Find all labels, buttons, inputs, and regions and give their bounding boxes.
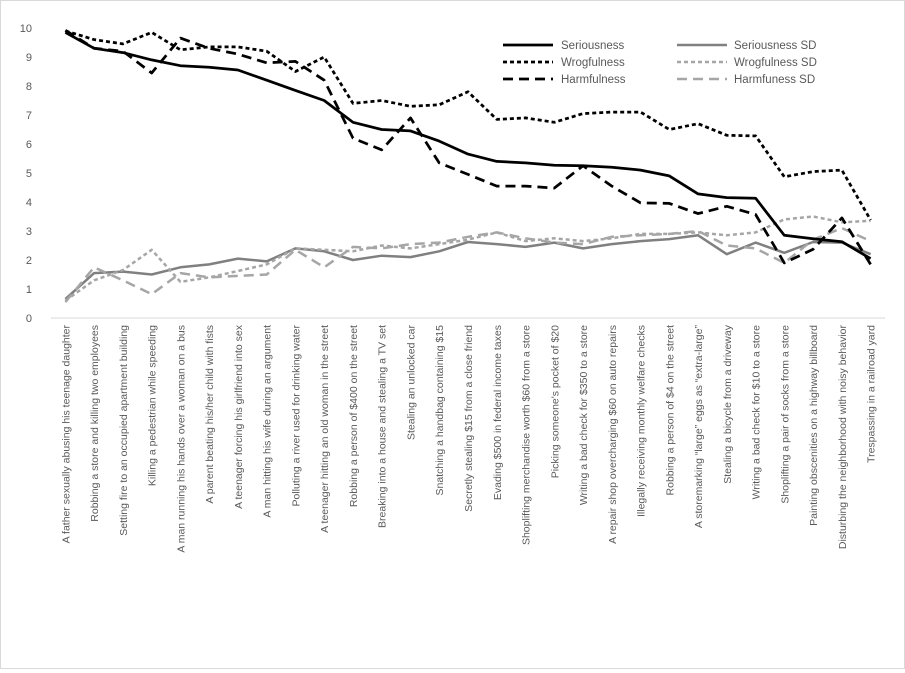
x-tick-label: Polluting a river used for drinking wate… xyxy=(290,325,302,507)
y-tick-label: 9 xyxy=(26,52,32,64)
x-tick-label: Robbing a store and killing two employee… xyxy=(89,325,101,522)
series-line-wrogfulness-sd xyxy=(64,215,871,302)
x-tick-label: Snatching a handbag containing $15 xyxy=(434,325,446,496)
x-tick-label: Writing a bad check for $10 to a store xyxy=(751,325,763,499)
y-tick-label: 8 xyxy=(26,81,32,93)
x-tick-label: Shoplifting a pair of socks from a store xyxy=(779,325,791,504)
x-tick-label: A teenager forcing his girlfriend into s… xyxy=(233,324,245,509)
x-tick-label: Disturbing the neighborhood with noisy b… xyxy=(837,324,849,549)
series-lines xyxy=(64,29,872,303)
y-tick-label: 5 xyxy=(26,168,32,180)
x-tick-label: A man hitting his wife during an argumen… xyxy=(262,325,274,518)
x-tick-label: Robbing a person of $400 on the street xyxy=(348,325,360,507)
y-tick-label: 4 xyxy=(26,197,32,209)
y-tick-label: 1 xyxy=(26,284,32,296)
x-tick-label: A man running his hands over a woman on … xyxy=(175,325,187,553)
legend-label: Harmfulness xyxy=(561,74,626,86)
legend-label: Wrogfulness xyxy=(561,57,625,69)
series-line-wrogfulness xyxy=(65,29,872,221)
series-line-harmfulness xyxy=(64,29,872,266)
series-line-seriousness-sd xyxy=(64,234,872,301)
series-line-harmfuness-sd xyxy=(64,226,872,303)
y-tick-label: 10 xyxy=(20,23,32,35)
x-tick-label: Trespassing in a railroad yard xyxy=(866,325,878,463)
y-tick-label: 6 xyxy=(26,139,32,151)
legend: Seriousness Wrogfulness Harmfulness Serious… xyxy=(503,40,817,86)
x-tick-label: Painting obscenities on a highway billbo… xyxy=(808,325,820,526)
axes: 0 1 2 3 4 5 6 7 8 9 10 A father sexually abusing hi… xyxy=(20,23,885,553)
x-tick-label: Breaking into a house and stealing a TV … xyxy=(377,325,389,528)
x-tick-label: Stealing an unlocked car xyxy=(405,325,417,440)
x-tick-label: A repair shop overcharging $60 on auto r… xyxy=(607,325,619,544)
x-tick-label: Killing a pedestrian while speeding xyxy=(147,325,159,486)
legend-label: Wrogfulness SD xyxy=(734,57,817,69)
series-line-seriousness xyxy=(64,31,872,260)
y-tick-label: 0 xyxy=(26,313,32,325)
legend-label: Harmfuness SD xyxy=(734,74,815,86)
x-tick-label: A teenager hitting an old woman in the s… xyxy=(319,325,331,533)
x-tick-label: Setting fire to an occupied apartment bu… xyxy=(118,325,130,536)
x-tick-label: A father sexually abusing his teenage da… xyxy=(60,325,72,544)
legend-label: Seriousness xyxy=(561,40,625,52)
x-tick-label: Shoplifting merchandise worth $60 from a… xyxy=(521,325,533,545)
x-tick-label: A storemarking “large” eggs as “extra-la… xyxy=(693,325,705,529)
legend-label: Seriousness SD xyxy=(734,40,816,52)
x-tick-label: Stealing a bicycle from a driveway xyxy=(722,324,734,483)
x-tick-label: Picking someone's pocket of $20 xyxy=(549,325,561,478)
x-tick-label: Illegally receiving monthly welfare chec… xyxy=(636,325,648,517)
y-tick-label: 3 xyxy=(26,226,32,238)
y-tick-label: 7 xyxy=(26,110,32,122)
y-tick-label: 2 xyxy=(26,255,32,267)
x-tick-label: Evading $500 in federal income taxes xyxy=(492,325,504,500)
x-tick-label: Writing a bad check for $350 to a store xyxy=(578,325,590,505)
x-tick-label: A parent beating his/her child with fist… xyxy=(204,325,216,504)
x-tick-label: Secretly stealing $15 from a close frien… xyxy=(463,325,475,512)
x-tick-label: Robbing a person of $4 on the street xyxy=(664,325,676,496)
